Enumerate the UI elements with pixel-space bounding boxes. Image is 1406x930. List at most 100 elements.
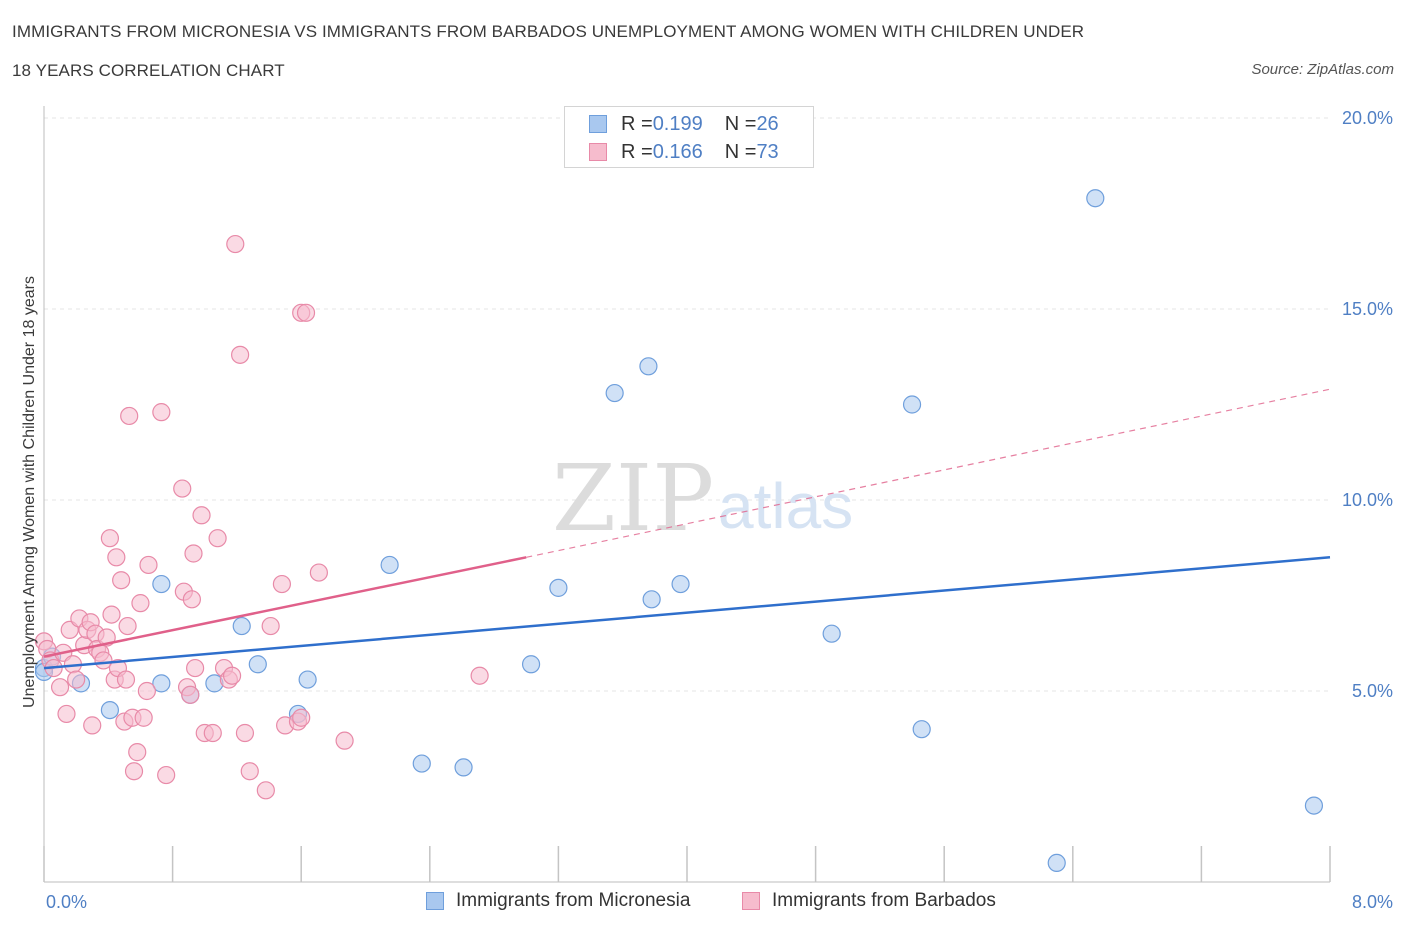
- barbados-point: [470, 666, 489, 685]
- y-tick-label: 10.0%: [1342, 490, 1393, 510]
- trend-lines: [43, 388, 1331, 670]
- barbados-point: [94, 651, 113, 670]
- legend-r-label: R =: [621, 140, 653, 163]
- x-tick-label: 0.0%: [46, 892, 87, 912]
- micronesia-point: [902, 395, 922, 414]
- micronesia-point: [412, 754, 431, 773]
- barbados-point: [240, 762, 259, 781]
- micronesia-point: [152, 674, 171, 693]
- legend-n-value: 26: [756, 112, 779, 135]
- barbados-point: [116, 670, 136, 689]
- barbados-point: [226, 234, 245, 254]
- barbados-point: [309, 563, 328, 582]
- axes: [43, 106, 1331, 883]
- barbados-point: [157, 765, 176, 785]
- barbados-trend-line: [43, 556, 527, 658]
- barbados-point: [186, 658, 205, 678]
- series-label-micronesia: Immigrants from Micronesia: [456, 890, 691, 911]
- legend-n-value: 73: [756, 140, 779, 163]
- barbados-point: [57, 704, 76, 724]
- barbados-point: [335, 731, 354, 750]
- micronesia-point: [549, 578, 568, 597]
- y-tick-label: 20.0%: [1342, 108, 1393, 128]
- barbados-point: [203, 723, 222, 743]
- micronesia-point: [100, 700, 120, 720]
- series-label-barbados: Immigrants from Barbados: [772, 890, 996, 911]
- watermark-atlas: atlas: [718, 470, 853, 542]
- micronesia-point: [642, 590, 661, 609]
- legend-r-value: 0.166: [652, 140, 703, 163]
- barbados-point: [107, 548, 126, 567]
- micronesia-point: [232, 616, 251, 636]
- micronesia-point: [521, 655, 541, 674]
- barbados-point: [83, 716, 102, 735]
- y-tick-labels: 5.0% 10.0% 15.0% 20.0%: [1342, 108, 1393, 701]
- chart-title-line-2: 18 YEARS CORRELATION CHART: [12, 61, 285, 80]
- series-swatch-micronesia: [426, 892, 444, 910]
- barbados-point: [235, 723, 255, 743]
- barbados-point: [124, 762, 144, 781]
- chart-title-line-1: IMMIGRANTS FROM MICRONESIA VS IMMIGRANTS…: [12, 22, 1085, 41]
- barbados-point: [134, 708, 153, 727]
- y-axis-label: Unemployment Among Women with Children U…: [21, 276, 38, 708]
- legend-n-label: N =: [724, 112, 757, 135]
- barbados-point: [192, 506, 211, 525]
- barbados-point: [131, 594, 150, 613]
- micronesia-point: [1047, 853, 1066, 873]
- micronesia-point: [822, 624, 841, 643]
- x-tick-labels: 0.0% 8.0%: [46, 892, 1393, 912]
- barbados-point: [208, 529, 227, 548]
- barbados-trend-extension: [526, 388, 1331, 558]
- barbados-point: [261, 616, 280, 636]
- micronesia-point: [248, 655, 267, 674]
- barbados-point: [112, 571, 131, 590]
- y-tick-label: 5.0%: [1352, 681, 1393, 701]
- barbados-point: [102, 605, 121, 624]
- barbados-point: [173, 479, 192, 498]
- barbados-point: [256, 781, 275, 800]
- micronesia-point: [671, 574, 690, 594]
- barbados-point: [152, 403, 171, 422]
- micronesia-point: [380, 555, 399, 575]
- barbados-point: [118, 616, 137, 636]
- x-tick-label: 8.0%: [1352, 892, 1393, 912]
- micronesia-point: [1304, 796, 1324, 815]
- legend-r-value: 0.199: [652, 112, 703, 135]
- micronesia-point: [298, 670, 317, 689]
- legend-row-barbados: R = 0.166 N = 73: [589, 140, 779, 164]
- barbados-point: [137, 681, 156, 701]
- source-label: Source: ZipAtlas.com: [1251, 61, 1394, 78]
- barbados-point: [182, 590, 201, 609]
- barbados-point: [67, 670, 86, 689]
- micronesia-point: [605, 383, 624, 403]
- series-legend-micronesia: Immigrants from Micronesia: [426, 888, 690, 914]
- micronesia-point: [912, 720, 931, 739]
- barbados-point: [231, 345, 250, 364]
- legend-swatch-barbados: [589, 143, 607, 161]
- barbados-point: [292, 708, 311, 727]
- series-legend-barbados: Immigrants from Barbados: [742, 888, 996, 914]
- micronesia-trend-line: [43, 556, 1331, 670]
- series-swatch-barbados: [742, 892, 760, 910]
- watermark: ZIP atlas: [552, 445, 853, 552]
- micronesia-point: [1086, 189, 1105, 208]
- barbados-point: [120, 406, 139, 426]
- barbados-point: [50, 678, 70, 697]
- y-tick-label: 15.0%: [1342, 299, 1393, 319]
- micronesia-point: [639, 357, 658, 376]
- legend-row-micronesia: R = 0.199 N = 26: [589, 112, 779, 136]
- barbados-point: [128, 743, 147, 762]
- barbados-point: [272, 574, 292, 594]
- barbados-point: [181, 685, 200, 704]
- correlation-legend: R = 0.199 N = 26 R = 0.166 N = 73: [564, 106, 814, 168]
- micronesia-point: [454, 758, 473, 777]
- legend-r-label: R =: [621, 112, 653, 135]
- barbados-point: [139, 555, 158, 575]
- watermark-zip: ZIP: [552, 445, 714, 552]
- barbados-point: [296, 303, 316, 322]
- micronesia-point: [152, 574, 171, 594]
- legend-swatch-micronesia: [589, 115, 607, 133]
- barbados-point: [100, 529, 120, 548]
- barbados-point: [222, 666, 242, 685]
